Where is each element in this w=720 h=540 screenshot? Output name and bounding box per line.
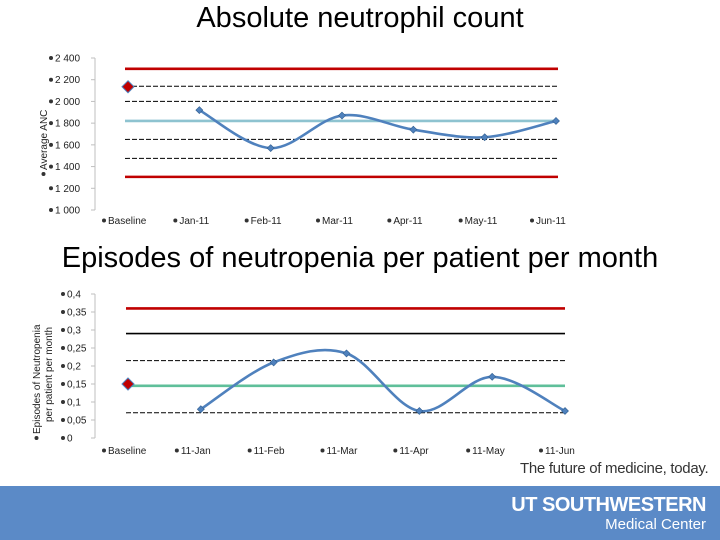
tagline: The future of medicine, today. bbox=[520, 460, 709, 477]
x-tick-bullet bbox=[102, 218, 106, 223]
x-tick-bullet bbox=[387, 218, 392, 223]
data-point bbox=[269, 358, 278, 367]
x-tick-label: Feb-11 bbox=[251, 216, 282, 227]
y-tick-bullet bbox=[49, 186, 53, 191]
y-tick-bullet bbox=[49, 208, 53, 212]
y-tick-label: 0,05 bbox=[67, 416, 87, 427]
x-tick-label: 11-Mar bbox=[327, 446, 359, 457]
data-point bbox=[266, 144, 275, 153]
x-tick-label: Baseline bbox=[108, 216, 147, 227]
y-axis-label-bullet bbox=[41, 172, 46, 176]
baseline-marker bbox=[121, 377, 135, 391]
y-tick-bullet bbox=[61, 292, 65, 296]
x-tick-bullet bbox=[247, 448, 252, 453]
y-tick-bullet bbox=[61, 400, 65, 404]
y-tick-label: 1 400 bbox=[55, 162, 80, 173]
data-point bbox=[552, 117, 560, 125]
x-tick-bullet bbox=[316, 218, 320, 223]
y-tick-bullet bbox=[49, 164, 53, 169]
chart-title-neutropenia: Episodes of neutropenia per patient per … bbox=[61, 242, 659, 274]
y-tick-bullet bbox=[61, 328, 65, 332]
y-tick-bullet bbox=[49, 56, 53, 60]
y-tick-label: 0,1 bbox=[67, 398, 81, 409]
y-tick-bullet bbox=[49, 99, 53, 104]
y-tick-label: 0,4 bbox=[67, 290, 81, 301]
footer-bar: UT SOUTHWESTERN Medical Center bbox=[0, 486, 720, 540]
y-tick-label: 2 200 bbox=[55, 75, 80, 86]
x-tick-bullet bbox=[173, 218, 178, 223]
y-tick-label: 0,35 bbox=[67, 308, 87, 319]
y-tick-bullet bbox=[49, 142, 53, 147]
x-tick-bullet bbox=[530, 218, 534, 223]
y-tick-label: 1 200 bbox=[55, 184, 80, 195]
x-tick-label: Apr-11 bbox=[393, 216, 423, 227]
y-tick-bullet bbox=[61, 436, 65, 440]
y-tick-bullet bbox=[49, 121, 53, 126]
x-tick-label: 11-Jan bbox=[181, 446, 211, 457]
x-tick-label: 11-Feb bbox=[254, 446, 285, 457]
data-point bbox=[415, 407, 424, 415]
data-point bbox=[480, 133, 489, 142]
neutropenia-chart: 0,4 0,35 0,3 0,25 0,2 0,15 0,1 0,05 0 Baseline 11-… bbox=[32, 290, 575, 458]
x-tick-label: Baseline bbox=[108, 446, 147, 457]
y-tick-bullet bbox=[61, 346, 65, 350]
brand-subtitle: Medical Center bbox=[605, 516, 706, 533]
x-tick-label: 11-May bbox=[472, 446, 505, 457]
y-tick-label: 0,3 bbox=[67, 326, 81, 337]
x-tick-bullet bbox=[466, 448, 471, 453]
y-tick-bullet bbox=[49, 77, 53, 82]
y-axis-label: Average ANC bbox=[39, 110, 50, 176]
y-axis-label-bullet bbox=[34, 436, 39, 440]
x-tick-label: Mar-11 bbox=[322, 216, 353, 227]
series-line bbox=[198, 108, 557, 150]
data-point bbox=[561, 407, 569, 415]
x-tick-label: 11-Apr bbox=[399, 446, 429, 457]
y-tick-bullet bbox=[61, 364, 65, 368]
y-tick-bullet bbox=[61, 418, 65, 422]
data-point bbox=[488, 372, 497, 381]
y-tick-label: 0,2 bbox=[67, 362, 81, 373]
x-tick-label: May-11 bbox=[465, 216, 498, 227]
x-tick-label: Jan-11 bbox=[179, 216, 209, 227]
x-tick-bullet bbox=[393, 448, 398, 453]
brand-name: UT SOUTHWESTERN bbox=[511, 494, 706, 516]
y-tick-label: 0,15 bbox=[67, 380, 87, 391]
x-tick-bullet bbox=[244, 218, 249, 223]
x-tick-bullet bbox=[174, 448, 179, 453]
y-axis-label: Episodes of Neutropenia per patient per m… bbox=[32, 324, 55, 440]
y-axis-label-text: Average ANC bbox=[39, 110, 50, 170]
x-tick-bullet bbox=[320, 448, 325, 453]
y-axis-label-line1: Episodes of Neutropenia bbox=[32, 324, 43, 434]
y-tick-label: 2 000 bbox=[55, 97, 80, 108]
y-tick-label: 0,25 bbox=[67, 344, 87, 355]
data-point bbox=[342, 349, 351, 358]
data-point bbox=[409, 125, 418, 134]
data-point bbox=[338, 111, 346, 120]
x-tick-bullet bbox=[539, 448, 543, 453]
y-tick-label: 1 600 bbox=[55, 140, 80, 151]
y-tick-label: 2 400 bbox=[55, 54, 80, 65]
series-line bbox=[200, 348, 566, 413]
baseline-marker bbox=[121, 80, 135, 94]
y-axis-label-line2: per patient per month bbox=[44, 327, 55, 422]
anc-chart: 2 400 2 200 2 000 1 800 1 600 1 400 1 200 1 000… bbox=[39, 54, 566, 228]
x-tick-bullet bbox=[102, 448, 106, 453]
x-tick-label: Jun-11 bbox=[536, 216, 566, 227]
y-tick-label: 1 000 bbox=[55, 206, 80, 217]
y-tick-label: 0 bbox=[67, 434, 73, 445]
x-tick-bullet bbox=[458, 218, 463, 223]
y-tick-bullet bbox=[61, 382, 65, 386]
x-tick-label: 11-Jun bbox=[545, 446, 575, 457]
data-point bbox=[195, 106, 204, 115]
y-tick-bullet bbox=[61, 310, 65, 314]
chart-title-anc: Absolute neutrophil count bbox=[196, 2, 524, 34]
y-tick-label: 1 800 bbox=[55, 119, 80, 130]
data-point bbox=[196, 405, 205, 414]
